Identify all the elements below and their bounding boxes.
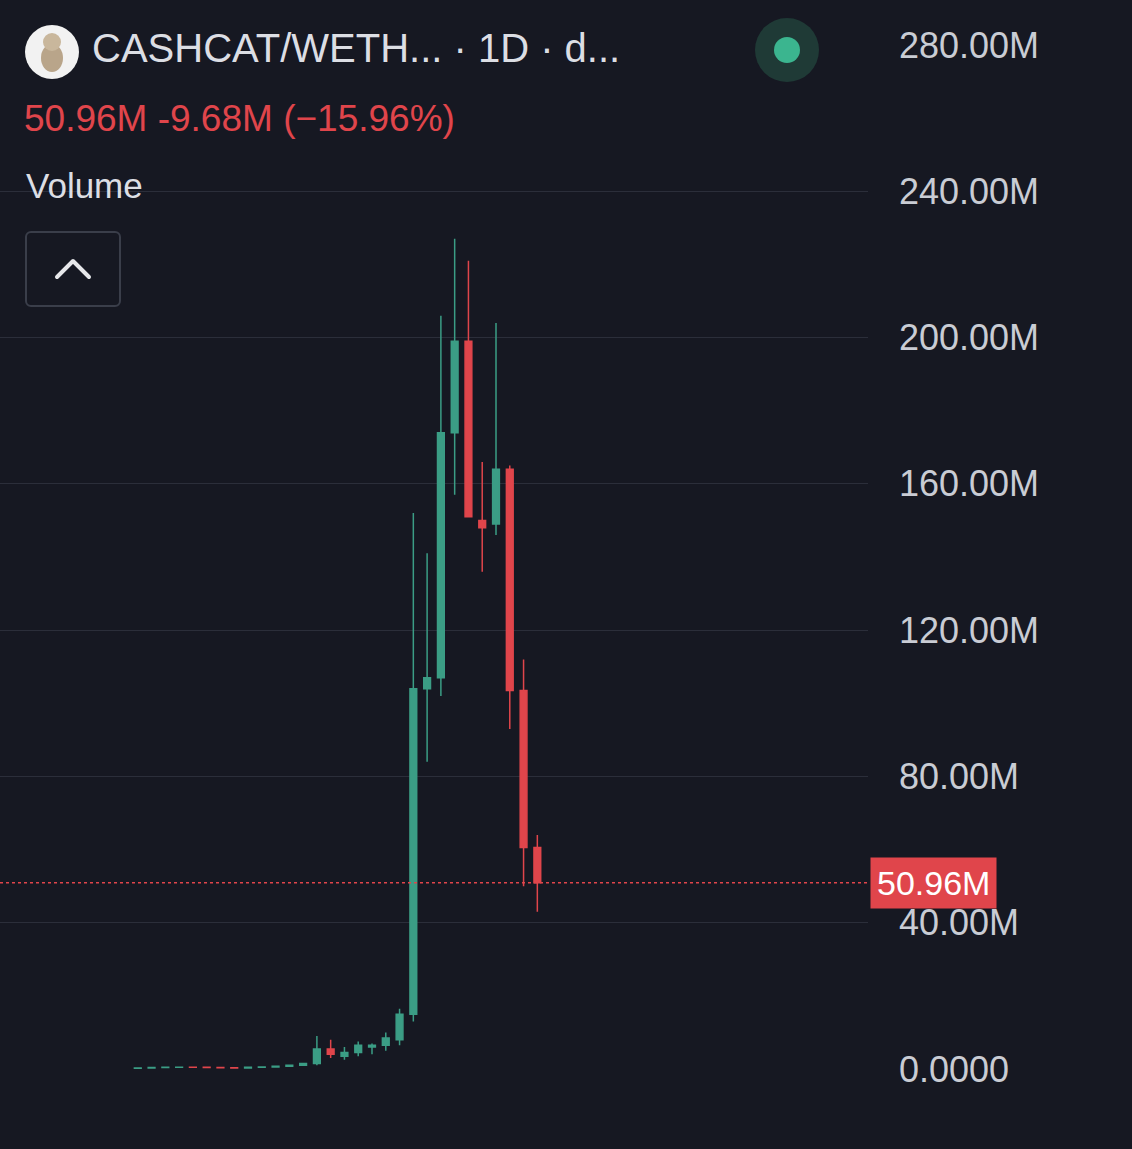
html-text:50.96M -9.68M (−15.96%): 50.96M -9.68M (−15.96%) [24, 98, 455, 139]
html-text:Volume: Volume [26, 166, 143, 205]
svg-text:120.00M: 120.00M [899, 610, 1039, 651]
svg-text:40.00M: 40.00M [899, 902, 1019, 943]
svg-text:50.96M: 50.96M [877, 864, 990, 902]
svg-text:0.0000: 0.0000 [899, 1049, 1009, 1090]
svg-text:240.00M: 240.00M [899, 171, 1039, 212]
svg-text:160.00M: 160.00M [899, 463, 1039, 504]
html-text:CASHCAT/WETH... · 1D · d...: CASHCAT/WETH... · 1D · d... [92, 26, 621, 70]
svg-text:80.00M: 80.00M [899, 756, 1019, 797]
svg-text:200.00M: 200.00M [899, 317, 1039, 358]
svg-text:280.00M: 280.00M [899, 25, 1039, 66]
